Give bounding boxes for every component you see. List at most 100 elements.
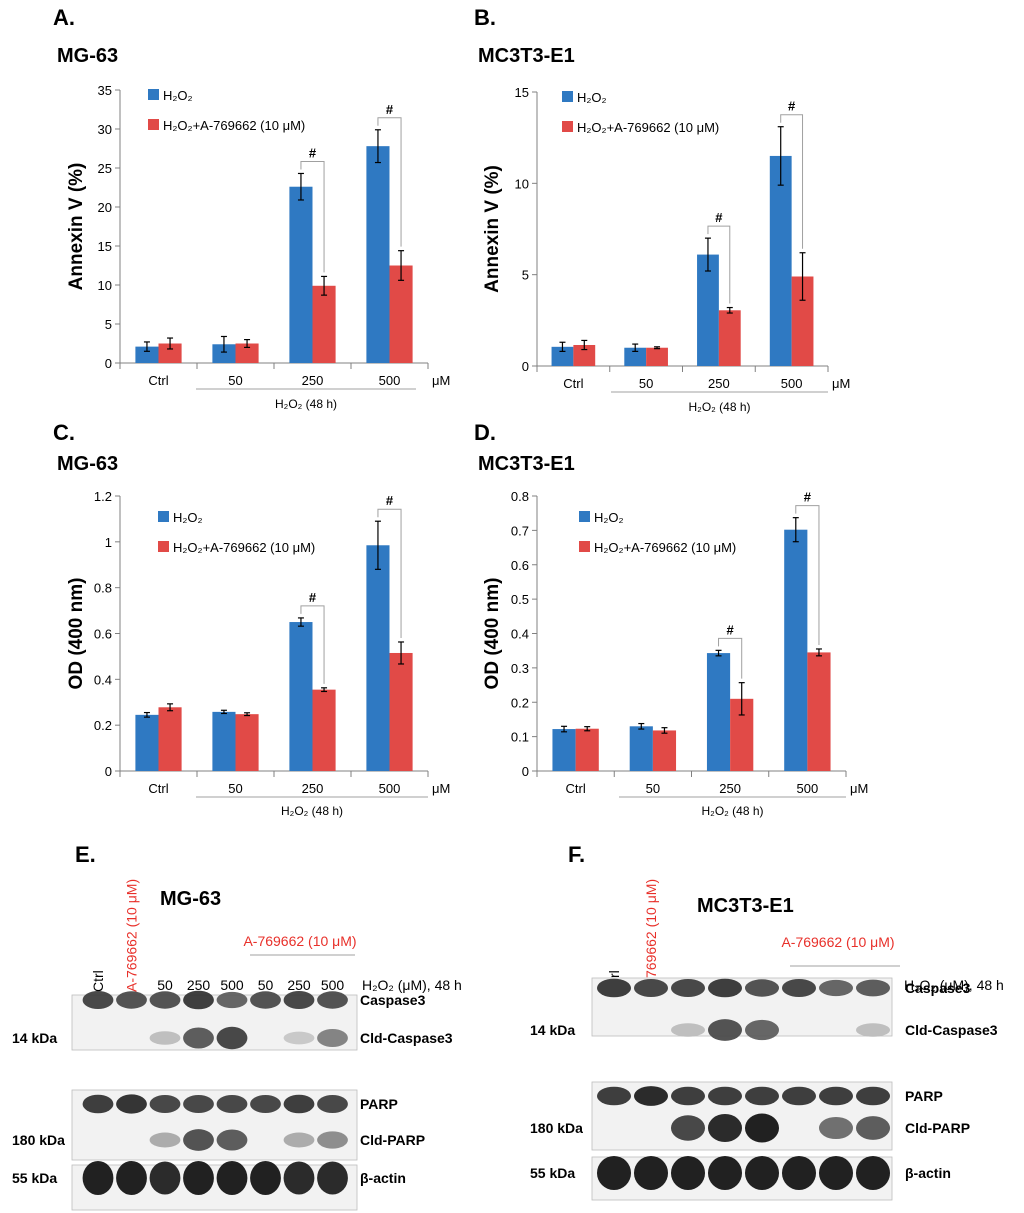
band-label: β-actin [905,1165,951,1181]
blot-band [317,1161,348,1195]
x-tick-label: Ctrl [566,781,586,796]
x-tick-label: Ctrl [563,376,583,391]
bar-h2o2 [629,726,653,771]
blot-band [670,1156,706,1190]
blot-band [744,1086,780,1106]
blot-band [149,1132,181,1148]
y-tick-label: 15 [515,85,529,100]
legend-label-h2o2: H₂O₂ [577,90,607,105]
y-tick-label: 0.3 [511,661,529,676]
bar-h2o2 [624,347,647,366]
blot-band [283,1132,315,1148]
blot-band [283,1161,315,1195]
x-tick-label: 50 [639,376,653,391]
chart-panel-a: MG-63 Annexin V (%) 0 5 10 15 20 25 30 35 Ctrl 50 25… [57,45,450,411]
significance-bracket [707,225,731,304]
blot-band [670,1023,706,1037]
bar-combo [730,698,754,771]
x-tick-label: 250 [302,373,324,388]
blot-band [317,1095,348,1113]
panel-label-e: E. [75,842,96,867]
y-tick-label: 30 [98,122,112,137]
x-tick-label: 500 [379,781,401,796]
blot-membrane [71,994,358,1051]
bar-h2o2 [212,711,236,771]
blot-band [781,1156,817,1190]
lane-label-dose: 50 [258,977,274,993]
blot-membrane [71,1164,358,1211]
group-label: H₂O₂ (48 h) [689,400,751,414]
y-tick-label: 10 [515,176,529,191]
y-tick-label: 0.5 [511,592,529,607]
blot-band [744,1113,780,1143]
blot-band [216,1026,248,1050]
blot-band [818,1116,854,1140]
kda-label: 180 kDa [12,1132,65,1148]
blot-band [317,1131,348,1149]
blot-band [183,1129,214,1151]
y-tick-label: 0.4 [94,672,112,687]
y-tick-label: 0 [522,359,529,374]
y-tick-label: 1.2 [94,489,112,504]
y-axis-label: OD (400 nm) [482,578,503,690]
legend-swatch-combo [148,119,159,130]
significance-mark: # [386,102,394,117]
treatment-label: A-769662 (10 μM) [243,933,356,949]
blot-band [283,1031,315,1045]
x-tick-label: 50 [228,781,242,796]
y-tick-label: 0.8 [94,581,112,596]
legend-swatch-combo [158,541,169,552]
significance-mark: # [727,622,735,637]
lane-label-dose: 500 [321,977,345,993]
blot-band [855,1086,891,1106]
y-tick-label: 0.1 [511,730,529,745]
bar-combo [652,730,677,771]
y-tick-label: 0.2 [511,695,529,710]
lane-label-a769662: A-769662 (10 μM) [124,879,140,992]
bar-combo [389,265,413,363]
y-axis-label: OD (400 nm) [66,578,87,690]
blot-band [216,991,248,1009]
x-tick-label: 500 [379,373,401,388]
significance-bracket [718,637,743,679]
y-tick-label: 20 [98,200,112,215]
blot-band [707,1113,743,1143]
kda-label: 55 kDa [530,1165,575,1181]
significance-bracket [795,505,820,645]
legend-swatch-h2o2 [148,89,159,100]
y-axis-label: Annexin V (%) [66,163,87,291]
blot-band [818,1086,854,1106]
blot-band [183,1027,214,1049]
legend-label-h2o2: H₂O₂ [163,88,193,103]
significance-bracket [300,605,325,684]
lane-label-a769662: A-769662 (10 μM) [643,879,659,992]
bar-h2o2 [289,186,313,363]
bar-combo [158,343,182,363]
y-tick-label: 0.6 [511,558,529,573]
bar-h2o2 [135,714,159,771]
blot-band [855,1156,891,1190]
blot-band [781,1086,817,1106]
band-label: PARP [360,1096,398,1112]
y-tick-label: 0.7 [511,523,529,538]
bar-combo [235,343,259,363]
x-unit-label: μM [432,781,450,796]
blot-title: MG-63 [160,888,221,910]
lane-label-dose: 250 [187,977,211,993]
bar-h2o2 [289,622,313,771]
chart-panel-c: MG-63 OD (400 nm) 0 0.2 0.4 0.6 0.8 1 1.2 Ctrl 50 2… [57,453,450,818]
x-unit-label: μM [850,781,868,796]
bar-h2o2 [135,346,159,363]
blot-band [596,1156,632,1190]
lane-label-dose: 500 [220,977,244,993]
y-tick-label: 0.8 [511,489,529,504]
blot-band [744,1019,780,1041]
chart-panel-b: MC3T3-E1 Annexin V (%) 0 5 10 15 Ctrl 50 250 500 μ… [478,45,850,414]
blot-band [116,1161,147,1195]
panel-label-d: D. [474,420,496,445]
x-tick-label: Ctrl [148,781,168,796]
blot-band [633,979,669,997]
kda-label: 14 kDa [530,1022,575,1038]
significance-mark: # [715,210,723,225]
y-tick-label: 0.6 [94,627,112,642]
